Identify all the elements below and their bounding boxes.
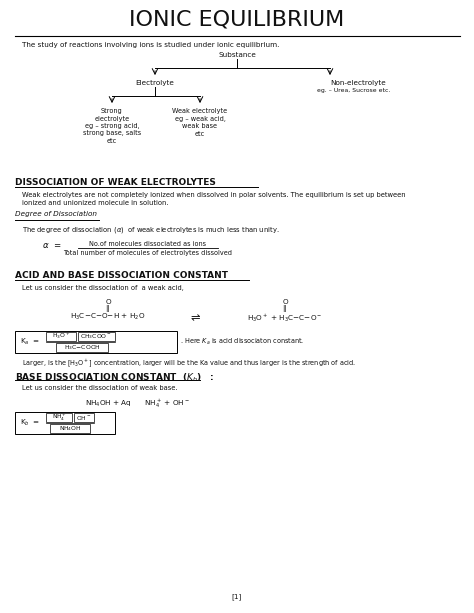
Text: Strong
electrolyte
eg – strong acid,
strong base, salts
etc: Strong electrolyte eg – strong acid, str… [83, 108, 141, 144]
FancyBboxPatch shape [46, 332, 76, 341]
Text: Total number of molecules of electrolytes dissolved: Total number of molecules of electrolyte… [64, 250, 233, 256]
Text: H$_3$O$^+$: H$_3$O$^+$ [52, 332, 70, 341]
Text: The degree of dissociation ($\alpha$)  of weak electrolytes is much less than un: The degree of dissociation ($\alpha$) of… [22, 225, 280, 235]
Text: K$_a$  =: K$_a$ = [20, 337, 40, 347]
Text: Let us consider the dissociation of  a weak acid,: Let us consider the dissociation of a we… [22, 285, 184, 291]
Text: Weak electrolytes are not completely ionized when dissolved in polar solvents. T: Weak electrolytes are not completely ion… [22, 192, 406, 198]
FancyBboxPatch shape [56, 343, 108, 352]
FancyBboxPatch shape [74, 413, 94, 422]
Text: NH$_4$OH: NH$_4$OH [59, 424, 82, 433]
Text: ||: || [283, 305, 287, 312]
Text: CH$_3$COO$^-$: CH$_3$COO$^-$ [80, 332, 112, 341]
Text: . Here $K_a$ is acid dissociaton constant.: . Here $K_a$ is acid dissociaton constan… [180, 337, 304, 347]
Text: H$_3$C$-$COOH: H$_3$C$-$COOH [64, 343, 100, 352]
Text: ||: || [106, 305, 110, 312]
Text: $\alpha$  =: $\alpha$ = [42, 242, 62, 251]
Text: OH$^-$: OH$^-$ [76, 414, 92, 422]
Text: NH$_4$OH + Aq      NH$_4^+$ + OH$^-$: NH$_4$OH + Aq NH$_4^+$ + OH$^-$ [85, 398, 190, 410]
Text: The study of reactions involving ions is studied under ionic equilibrium.: The study of reactions involving ions is… [22, 42, 279, 48]
Text: ACID AND BASE DISSOCIATION CONSTANT: ACID AND BASE DISSOCIATION CONSTANT [15, 271, 228, 280]
Text: Electrolyte: Electrolyte [136, 80, 174, 86]
Text: Substance: Substance [218, 52, 256, 58]
Text: H$_3$O$^+$ + H$_3$C$-$C$-$O$^-$: H$_3$O$^+$ + H$_3$C$-$C$-$O$^-$ [247, 312, 323, 324]
Text: Degree of Dissociation: Degree of Dissociation [15, 211, 97, 217]
Text: Non-electrolyte: Non-electrolyte [330, 80, 386, 86]
Text: DISSOCIATION OF WEAK ELECTROLYTES: DISSOCIATION OF WEAK ELECTROLYTES [15, 178, 216, 187]
Text: eg. – Urea, Sucrose etc.: eg. – Urea, Sucrose etc. [317, 88, 391, 93]
Text: No.of molecules dissociated as ions: No.of molecules dissociated as ions [90, 241, 207, 247]
Text: Weak electrolyte
eg – weak acid,
weak base
etc: Weak electrolyte eg – weak acid, weak ba… [173, 108, 228, 137]
Text: O: O [105, 299, 111, 305]
Text: [1]: [1] [232, 593, 242, 600]
Text: BASE DISSOCIATION CONSTANT  ($K_b$)   :: BASE DISSOCIATION CONSTANT ($K_b$) : [15, 371, 214, 384]
Text: $\rightleftharpoons$: $\rightleftharpoons$ [188, 312, 201, 323]
Text: NH$_4^+$: NH$_4^+$ [52, 413, 66, 423]
Text: Let us consider the dissociation of weak base.: Let us consider the dissociation of weak… [22, 385, 177, 391]
Text: K$_b$  =: K$_b$ = [20, 418, 40, 428]
Text: ionized and unionized molecule in solution.: ionized and unionized molecule in soluti… [22, 200, 168, 206]
FancyBboxPatch shape [78, 332, 115, 341]
Text: Larger, is the [H$_3$O$^+$] concentration, larger will be the Ka value and thus : Larger, is the [H$_3$O$^+$] concentratio… [22, 357, 356, 369]
FancyBboxPatch shape [15, 412, 115, 434]
Text: IONIC EQUILIBRIUM: IONIC EQUILIBRIUM [129, 10, 345, 30]
FancyBboxPatch shape [46, 413, 72, 422]
FancyBboxPatch shape [50, 424, 90, 433]
Text: H$_3$C$-$C$-$O$-$H + H$_2$O: H$_3$C$-$C$-$O$-$H + H$_2$O [70, 312, 146, 322]
FancyBboxPatch shape [15, 331, 177, 353]
Text: O: O [282, 299, 288, 305]
